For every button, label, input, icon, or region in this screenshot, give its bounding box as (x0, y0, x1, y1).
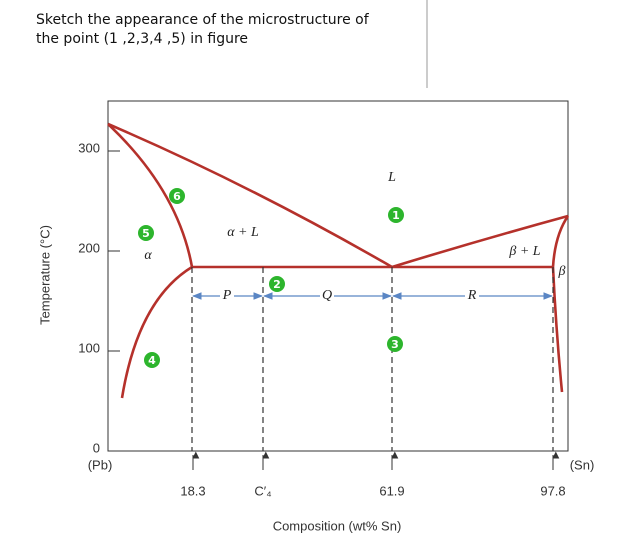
point-label: 2 (273, 278, 281, 291)
span-label-bg (220, 288, 234, 304)
solvus (551, 266, 564, 393)
point-label: 5 (142, 227, 150, 240)
x-tick-label: 97.8 (540, 483, 565, 498)
x-tick-label: 18.3 (180, 483, 205, 498)
solidus (551, 215, 570, 268)
y-tick-label: 100 (78, 340, 100, 355)
region-label: α + L (227, 225, 259, 240)
point-marker (388, 207, 404, 223)
x-tick-label: 61.9 (379, 483, 404, 498)
span-label: R (467, 288, 477, 303)
point-label: 6 (173, 190, 181, 203)
y-tick-label: 200 (78, 240, 100, 255)
x-axis-label: Composition (wt% Sn) (273, 518, 402, 533)
phase-boundaries (107, 122, 570, 399)
x-tick-label: C′₄ (254, 483, 271, 498)
composition-guides (191, 267, 554, 451)
question-line: the point (1 ,2,3,4 ,5) in figure (36, 31, 248, 47)
point-marker (169, 188, 185, 204)
point-label: 4 (148, 354, 156, 367)
point-marker (387, 336, 403, 352)
point-marker (138, 225, 154, 241)
span-label: Q (322, 288, 332, 303)
region-label: α (144, 248, 152, 263)
liquidus (107, 122, 393, 269)
region-label: L (387, 170, 396, 185)
plot-frame (107, 100, 569, 452)
question-line: Sketch the appearance of the microstruct… (36, 12, 370, 28)
point-label: 1 (392, 209, 400, 222)
region-label: β (558, 264, 566, 279)
span-label: P (222, 288, 232, 303)
solidus (107, 123, 194, 268)
x-tick-label: (Pb) (88, 457, 113, 472)
point-marker (269, 276, 285, 292)
y-axis-label: Temperature (°C) (37, 225, 52, 325)
region-label: β + L (508, 244, 540, 259)
point-label: 3 (391, 338, 399, 351)
x-tick-label: (Sn) (570, 457, 595, 472)
y-tick-label: 300 (78, 140, 100, 155)
y-tick-label: 0 (93, 440, 100, 455)
span-label-bg (465, 288, 479, 304)
point-marker (144, 352, 160, 368)
liquidus (391, 214, 569, 269)
solvus (120, 265, 193, 399)
span-label-bg (320, 288, 334, 304)
